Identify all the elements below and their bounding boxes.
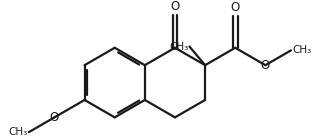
Text: O: O	[170, 0, 180, 13]
Text: O: O	[231, 1, 240, 14]
Text: CH₃: CH₃	[169, 42, 188, 51]
Text: O: O	[261, 59, 270, 72]
Text: CH₃: CH₃	[292, 45, 311, 55]
Text: O: O	[50, 111, 59, 124]
Text: CH₃: CH₃	[9, 127, 28, 137]
